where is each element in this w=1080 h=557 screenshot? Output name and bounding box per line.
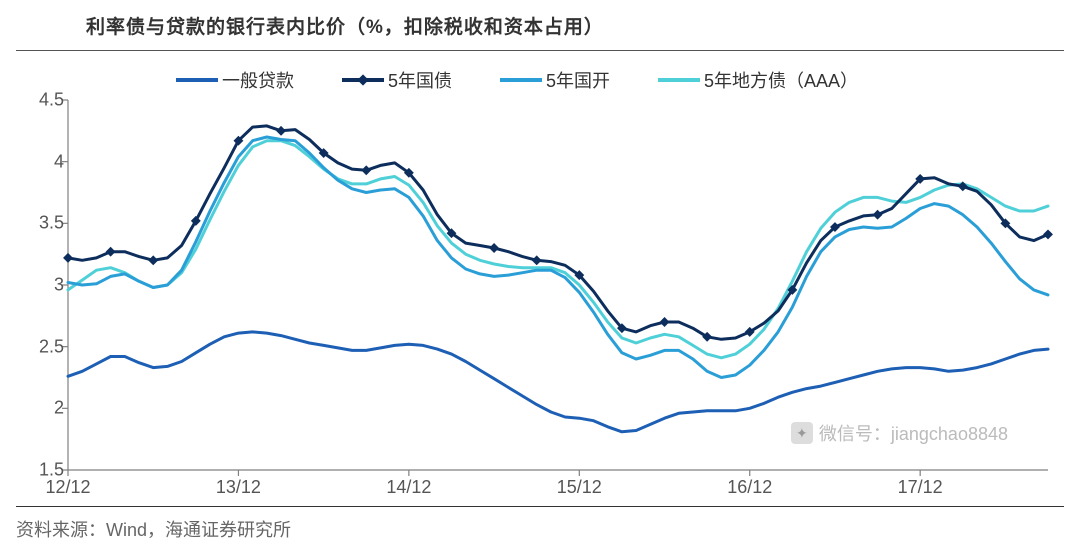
legend-swatch (176, 78, 218, 82)
y-tick-label: 4.5 (28, 90, 64, 111)
legend-label: 5年国开 (546, 67, 610, 93)
y-tick-label: 4 (28, 151, 64, 172)
y-tick-label: 2.5 (28, 336, 64, 357)
legend-item-gov5y: 5年国债 (342, 67, 452, 93)
legend-label: 一般贷款 (222, 67, 294, 93)
series-marker-gov5y (1043, 229, 1053, 239)
legend-item-local5y: 5年地方债（AAA） (658, 67, 858, 93)
legend: 一般贷款 5年国债 5年国开 5年地方债（AAA） (176, 66, 996, 94)
legend-swatch (342, 78, 384, 82)
x-tick-label: 15/12 (557, 477, 602, 498)
series-marker-gov5y (276, 126, 286, 136)
x-tick-label: 16/12 (727, 477, 772, 498)
series-marker-gov5y (660, 317, 670, 327)
wechat-icon: ✦ (791, 422, 813, 444)
series-marker-gov5y (873, 210, 883, 220)
chart-svg (68, 100, 1048, 470)
x-tick-label: 17/12 (898, 477, 943, 498)
x-tick-label: 12/12 (45, 477, 90, 498)
series-line-loan (68, 332, 1048, 432)
series-marker-gov5y (489, 243, 499, 253)
chart-container: 利率债与贷款的银行表内比价（%，扣除税收和资本占用） 一般贷款 5年国债 5年国… (16, 0, 1064, 507)
legend-item-cdb5y: 5年国开 (500, 67, 610, 93)
series-marker-gov5y (63, 253, 73, 263)
legend-swatch (658, 78, 700, 82)
x-tick-label: 14/12 (386, 477, 431, 498)
x-tick-label: 13/12 (216, 477, 261, 498)
watermark-text: 微信号：jiangchao8848 (819, 420, 1008, 446)
legend-item-loan: 一般贷款 (176, 67, 294, 93)
series-marker-gov5y (148, 255, 158, 265)
series-line-gov5y (68, 126, 1048, 339)
series-line-local5y (68, 141, 1048, 358)
title-bar: 利率债与贷款的银行表内比价（%，扣除税收和资本占用） (16, 0, 1064, 51)
y-tick-label: 2 (28, 398, 64, 419)
source-text: 资料来源：Wind，海通证券研究所 (16, 516, 291, 542)
y-tick-label: 3 (28, 275, 64, 296)
y-tick-label: 3.5 (28, 213, 64, 234)
legend-swatch (500, 78, 542, 82)
plot-area: 1.522.533.544.512/1213/1214/1215/1216/12… (68, 100, 1048, 470)
series-marker-gov5y (532, 255, 542, 265)
watermark: ✦ 微信号：jiangchao8848 (791, 420, 1008, 446)
diamond-marker-icon (357, 74, 368, 85)
chart-title: 利率债与贷款的银行表内比价（%，扣除税收和资本占用） (86, 12, 604, 39)
legend-label: 5年地方债（AAA） (704, 67, 858, 93)
series-marker-gov5y (106, 247, 116, 257)
legend-label: 5年国债 (388, 67, 452, 93)
series-marker-gov5y (361, 165, 371, 175)
